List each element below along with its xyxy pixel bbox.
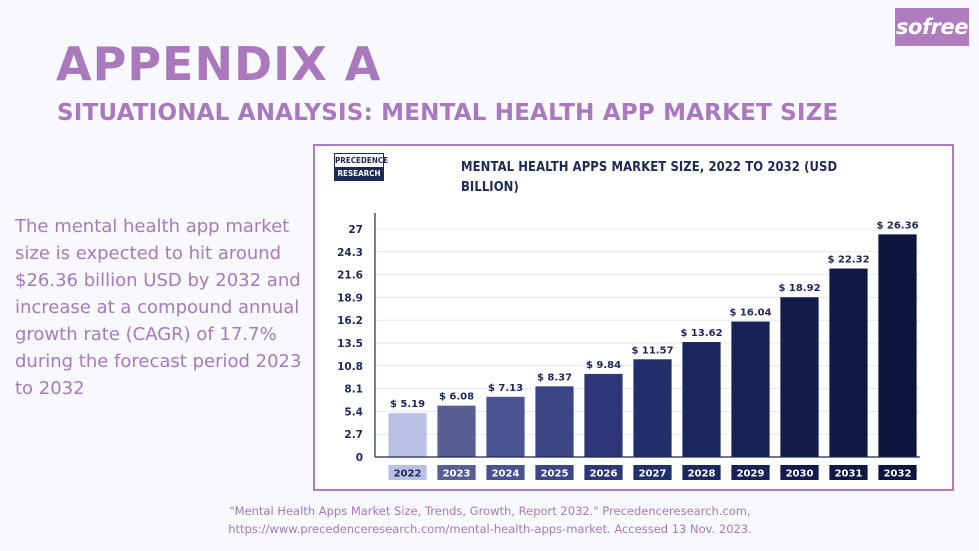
y-tick-label: 2.7 bbox=[344, 429, 363, 441]
x-tick-label: 2024 bbox=[492, 469, 520, 480]
y-tick-label: 24.3 bbox=[337, 247, 363, 259]
y-tick-label: 27 bbox=[348, 224, 363, 236]
bar-2028 bbox=[682, 341, 721, 457]
bar-2022 bbox=[388, 413, 427, 457]
x-tick-pill-2029 bbox=[731, 465, 770, 480]
market-summary-text: The mental health app market size is exp… bbox=[15, 216, 302, 399]
chart-title: MENTAL HEALTH APPS MARKET SIZE, 2022 TO … bbox=[461, 159, 838, 195]
bar-chart: 0 2.7 5.4 8.1 10.8 13.5 16.2 18.9 21.6 24.3 27 $ 5.… bbox=[337, 213, 920, 480]
y-tick-label: 0 bbox=[356, 452, 363, 464]
x-tick-label: 2023 bbox=[443, 469, 471, 480]
data-label: $ 22.32 bbox=[827, 255, 869, 266]
y-tick-label: 13.5 bbox=[337, 338, 363, 350]
data-label: $ 5.19 bbox=[390, 399, 425, 410]
citation-line-1: "Mental Health Apps Market Size, Trends,… bbox=[229, 504, 751, 518]
data-label: $ 7.13 bbox=[488, 383, 523, 394]
bar-2029 bbox=[731, 321, 770, 457]
data-label: $ 11.57 bbox=[631, 345, 673, 356]
y-tick-label: 8.1 bbox=[344, 384, 363, 396]
bar-2026 bbox=[584, 373, 623, 457]
sofree-logo: sofree bbox=[895, 8, 969, 46]
y-tick-label: 21.6 bbox=[337, 270, 363, 282]
x-tick-pill-2023 bbox=[437, 465, 476, 480]
x-tick-label: 2022 bbox=[394, 469, 422, 480]
x-tick-pill-2026 bbox=[584, 465, 623, 480]
bar-2032 bbox=[878, 234, 917, 457]
x-tick-pill-2022 bbox=[388, 465, 427, 480]
x-tick-label: 2027 bbox=[639, 469, 667, 480]
x-tick-pill-2032 bbox=[878, 465, 917, 480]
bar-2031 bbox=[829, 268, 868, 457]
precedence-research-logo: PRECEDENCE RESEARCH bbox=[334, 153, 389, 181]
x-tick-pill-2025 bbox=[535, 465, 574, 480]
y-tick-label: 16.2 bbox=[337, 315, 363, 327]
bar-2024 bbox=[486, 396, 525, 457]
x-tick-label: 2026 bbox=[590, 469, 618, 480]
data-label: $ 9.84 bbox=[586, 360, 621, 371]
x-tick-label: 2031 bbox=[835, 469, 863, 480]
x-tick-pill-2030 bbox=[780, 465, 819, 480]
data-label: $ 16.04 bbox=[729, 308, 771, 319]
precedence-logo-line2: RESEARCH bbox=[335, 167, 383, 180]
y-tick-label: 18.9 bbox=[337, 292, 363, 304]
x-tick-label: 2029 bbox=[737, 469, 765, 480]
bar-2030 bbox=[780, 297, 819, 457]
citation-line-2: https://www.precedenceresearch.com/menta… bbox=[228, 522, 752, 536]
data-label: $ 8.37 bbox=[537, 372, 572, 383]
citation: "Mental Health Apps Market Size, Trends,… bbox=[150, 502, 830, 538]
y-tick-label: 5.4 bbox=[344, 406, 363, 418]
x-tick-pill-2028 bbox=[682, 465, 721, 480]
bar-2025 bbox=[535, 386, 574, 457]
x-tick-label: 2030 bbox=[786, 469, 814, 480]
data-label: $ 13.62 bbox=[680, 328, 722, 339]
precedence-logo-line1: PRECEDENCE bbox=[335, 154, 389, 167]
data-label: $ 18.92 bbox=[778, 283, 820, 294]
x-tick-label: 2028 bbox=[688, 469, 716, 480]
data-label: $ 26.36 bbox=[876, 220, 918, 231]
x-tick-pill-2031 bbox=[829, 465, 868, 480]
bar-2027 bbox=[633, 359, 672, 457]
bar-2023 bbox=[437, 405, 476, 457]
data-label: $ 6.08 bbox=[439, 392, 474, 403]
x-tick-pill-2027 bbox=[633, 465, 672, 480]
x-tick-pill-2024 bbox=[486, 465, 525, 480]
x-tick-label: 2032 bbox=[884, 469, 912, 480]
x-tick-label: 2025 bbox=[541, 469, 569, 480]
page-subtitle: SITUATIONAL ANALYSIS: MENTAL HEALTH APP … bbox=[57, 100, 839, 126]
y-tick-label: 10.8 bbox=[337, 361, 363, 373]
chart-panel: PRECEDENCE RESEARCH MENTAL HEALTH APPS M… bbox=[313, 144, 954, 491]
page-title: APPENDIX A bbox=[56, 37, 382, 91]
